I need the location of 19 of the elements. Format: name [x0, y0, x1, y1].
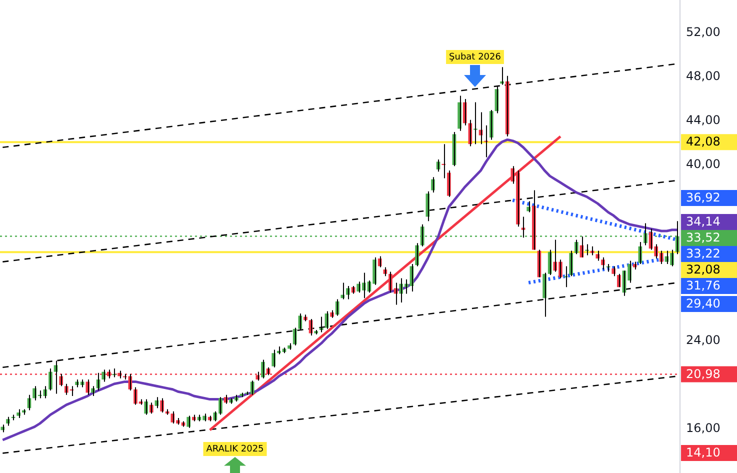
text: 34,14: [686, 214, 720, 229]
ref-line-label: 32,08: [686, 262, 720, 277]
annotation: Şubat 2026: [449, 52, 502, 62]
text: 31,76: [686, 278, 720, 293]
y-tick-label: 52,00: [686, 25, 720, 40]
text: 36,92: [686, 190, 720, 205]
y-tick-label: 40,00: [686, 157, 720, 172]
y-tick-label: 16,00: [686, 421, 720, 436]
y-tick-label: 48,00: [686, 69, 720, 84]
text: 29,40: [686, 296, 720, 311]
ref-line-label: 33,52: [686, 230, 720, 245]
text: 33,22: [686, 246, 720, 261]
annotation: ARALIK 2025: [206, 444, 264, 454]
text: 14,10: [686, 446, 720, 460]
ref-line-label: 20,98: [686, 366, 720, 381]
y-tick-label: 44,00: [686, 113, 720, 128]
y-tick-label: 24,00: [686, 333, 720, 348]
ref-line-label: 42,08: [686, 134, 720, 149]
candlestick: [474, 102, 478, 145]
